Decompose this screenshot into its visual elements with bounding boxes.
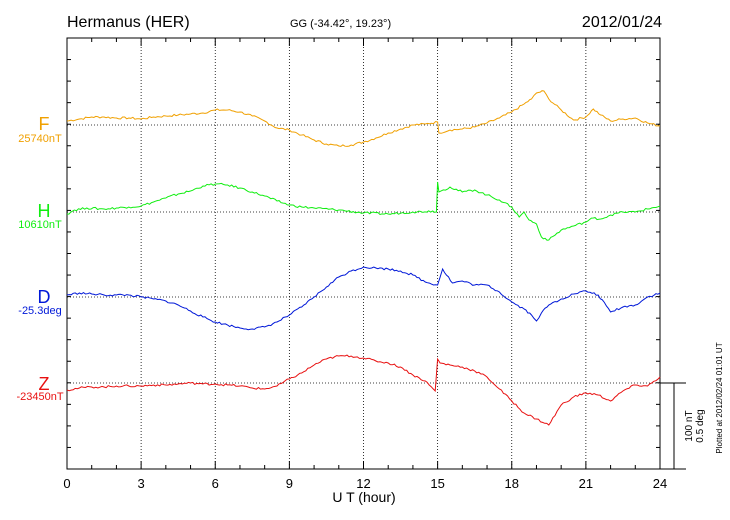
x-tick-labels: 0 3 6 9 12 15 18 21 24 — [63, 476, 667, 491]
series-baseline-z: -23450nT — [16, 391, 63, 403]
series-line-f — [66, 90, 661, 147]
series-line-z — [66, 354, 661, 426]
series-lines — [66, 90, 661, 426]
scale-bar-nt-label: 100 nT — [684, 410, 695, 441]
plotted-timestamp: Plotted at 2012/02/24 01:01 UT — [715, 342, 724, 453]
x-tick-label: 18 — [505, 476, 519, 491]
station-title: Hermanus (HER) — [67, 14, 190, 31]
series-baseline-d: -25.3deg — [18, 305, 61, 317]
scale-bar-deg-label: 0.5 deg — [695, 409, 706, 442]
series-name-z: Z — [39, 374, 50, 394]
x-tick-label: 12 — [356, 476, 370, 491]
date-label: 2012/01/24 — [582, 14, 662, 31]
series-baseline-h: 10610nT — [18, 219, 62, 231]
x-tick-label: 21 — [579, 476, 593, 491]
station-coordinates: GG (-34.42°, 19.23°) — [290, 18, 391, 30]
x-tick-label: 24 — [653, 476, 667, 491]
x-tick-label: 9 — [286, 476, 293, 491]
series-name-d: D — [38, 287, 51, 307]
series-baseline-f: 25740nT — [18, 133, 62, 145]
scale-bar: 100 nT 0.5 deg — [660, 382, 706, 470]
series-name-h: H — [38, 201, 51, 221]
x-tick-label: 3 — [138, 476, 145, 491]
series-name-f: F — [39, 114, 50, 134]
grid-lines — [140, 38, 587, 469]
x-tick-label: 0 — [63, 476, 70, 491]
x-axis-label: U T (hour) — [332, 489, 395, 505]
series-line-d — [66, 266, 661, 331]
x-tick-label: 15 — [430, 476, 444, 491]
series-line-h — [66, 181, 661, 241]
x-tick-label: 6 — [212, 476, 219, 491]
